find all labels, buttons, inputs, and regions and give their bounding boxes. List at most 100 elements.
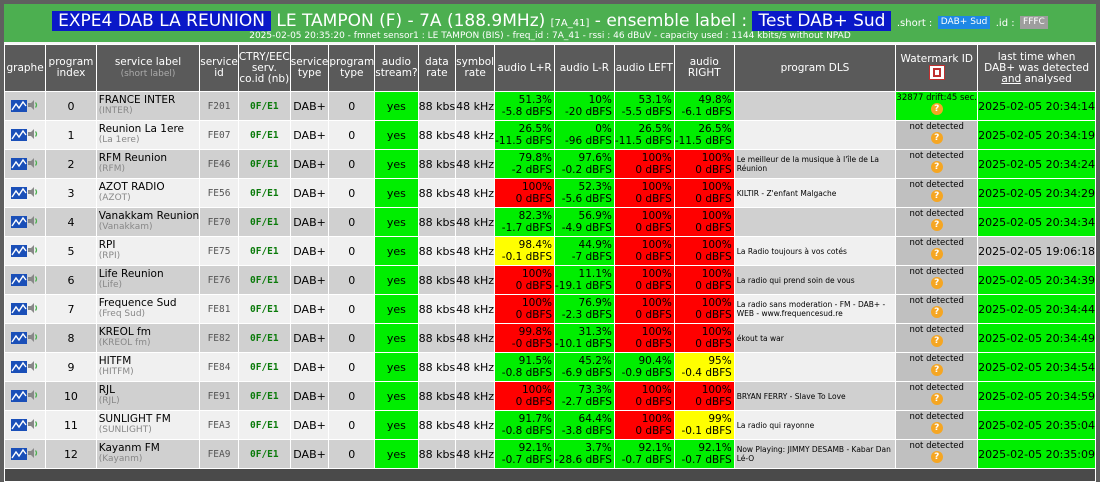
speaker-icon[interactable]: [27, 157, 39, 172]
speaker-icon[interactable]: [27, 128, 39, 143]
help-icon[interactable]: ?: [930, 248, 943, 260]
help-icon[interactable]: ?: [930, 132, 943, 144]
graph-chart-icon[interactable]: [11, 419, 28, 431]
ctry-ecc-cell: 0F/E1: [237, 149, 291, 179]
audio-right: 100% 0 dBFS: [673, 207, 735, 237]
help-icon[interactable]: ?: [930, 190, 943, 202]
service-id: FE75: [199, 236, 239, 266]
ctry-code: 0F: [249, 361, 262, 373]
help-icon[interactable]: ?: [930, 161, 943, 173]
audio-lr-sum-pct: 51.3%: [518, 94, 552, 106]
program-index: 8: [45, 323, 97, 353]
audio-lr-sum-dbfs: -11.5 dBFS: [495, 135, 552, 147]
program-dls: La radio qui rayonne: [733, 410, 897, 440]
watermark-status: not detected: [909, 151, 964, 161]
help-icon[interactable]: ?: [930, 103, 943, 115]
audio-left-pct: 92.1%: [638, 442, 672, 454]
audio-right-dbfs: 0 dBFS: [695, 309, 732, 321]
table-body: 0 FRANCE INTER (INTER) F201 0F/E1 DAB+ 0 yes 88 …: [3, 91, 1096, 469]
speaker-icon[interactable]: [27, 418, 39, 433]
speaker-icon[interactable]: [27, 302, 39, 317]
graph-chart-icon[interactable]: [11, 187, 28, 199]
audio-right: 100% 0 dBFS: [673, 381, 735, 411]
audio-left: 100% 0 dBFS: [613, 323, 675, 353]
help-icon[interactable]: ?: [930, 393, 943, 405]
symbol-rate: 48 kHz: [455, 439, 496, 469]
service-id: FE70: [199, 207, 239, 237]
ecc-code: E1: [267, 216, 279, 228]
graph-chart-icon[interactable]: [11, 303, 28, 315]
watermark-cell: not detected?: [895, 294, 979, 324]
service-id: FE56: [199, 178, 239, 208]
graph-chart-icon[interactable]: [11, 390, 28, 402]
graph-chart-icon[interactable]: [11, 129, 28, 141]
graph-chart-icon[interactable]: [11, 274, 28, 286]
graph-chart-icon[interactable]: [11, 245, 28, 257]
last-detected-time: 2025-02-05 20:34:34: [977, 207, 1096, 237]
speaker-icon[interactable]: [27, 360, 39, 375]
graph-chart-icon[interactable]: [11, 332, 28, 344]
short-label: (SUNLIGHT): [98, 425, 152, 435]
col-short-label-text: (short label): [120, 68, 176, 79]
graph-chart-icon[interactable]: [11, 100, 28, 112]
watermark-cell: not detected?: [895, 381, 979, 411]
speaker-icon[interactable]: [27, 244, 39, 259]
col-data-rate: data rate: [417, 44, 457, 92]
col-symbol-rate: symbol rate: [455, 44, 496, 92]
graph-chart-icon[interactable]: [11, 361, 28, 373]
speaker-icon[interactable]: [27, 215, 39, 230]
last-detected-time: 2025-02-05 20:34:29: [977, 178, 1096, 208]
short-label: (RJL): [98, 396, 120, 406]
audio-lr-sum-pct: 82.3%: [518, 210, 552, 222]
program-index: 0: [45, 91, 97, 121]
help-icon[interactable]: ?: [930, 335, 943, 347]
audio-left-pct: 53.1%: [638, 94, 672, 106]
program-index: 3: [45, 178, 97, 208]
graphe-cell: [3, 178, 47, 208]
service-id: FE07: [199, 120, 239, 150]
audio-stream-status: yes: [374, 207, 419, 237]
audio-left-dbfs: 0 dBFS: [635, 251, 672, 263]
help-icon[interactable]: ?: [930, 364, 943, 376]
help-icon[interactable]: ?: [930, 219, 943, 231]
ctry-ecc-cell: 0F/E1: [237, 236, 291, 266]
audio-left-dbfs: 0 dBFS: [635, 164, 672, 176]
help-icon[interactable]: ?: [930, 422, 943, 434]
last-detected-time: 2025-02-05 20:35:04: [977, 410, 1096, 440]
speaker-icon[interactable]: [27, 331, 39, 346]
ctry-code: 0F: [249, 245, 262, 257]
audio-right: 49.8% -6.1 dBFS: [673, 91, 735, 121]
speaker-icon[interactable]: [27, 99, 39, 114]
graph-chart-icon[interactable]: [11, 158, 28, 170]
graph-chart-icon[interactable]: [11, 448, 28, 460]
service-label: AZOT RADIO: [98, 181, 165, 193]
graph-chart-icon[interactable]: [11, 216, 28, 228]
program-dls: La radio sans moderation - FM - DAB+ - W…: [733, 294, 897, 324]
audio-right-pct: 95%: [708, 355, 732, 367]
audio-lr-diff-pct: 0%: [595, 123, 612, 135]
data-rate: 88 kbs: [417, 91, 457, 121]
symbol-rate: 48 kHz: [455, 149, 496, 179]
watermark-status: 32877 drift:45 sec.: [896, 93, 977, 103]
audio-lr-sum-dbfs: -5.8 dBFS: [501, 106, 552, 118]
program-dls: [733, 352, 897, 382]
location-frequency: LE TAMPON (F) - 7A (188.9MHz): [276, 11, 546, 31]
speaker-icon[interactable]: [27, 447, 39, 462]
audio-stream-status: yes: [374, 323, 419, 353]
speaker-icon[interactable]: [27, 273, 39, 288]
help-icon[interactable]: ?: [930, 451, 943, 463]
audio-right-dbfs: 0 dBFS: [695, 338, 732, 350]
audio-lr-sum-dbfs: -0.7 dBFS: [501, 454, 552, 466]
audio-lr-sum-dbfs: 0 dBFS: [515, 193, 552, 205]
id-text: .id :: [995, 18, 1015, 29]
audio-right-dbfs: -0.1 dBFS: [681, 425, 732, 437]
speaker-icon[interactable]: [27, 186, 39, 201]
help-icon[interactable]: ?: [930, 306, 943, 318]
service-id: FE46: [199, 149, 239, 179]
speaker-icon[interactable]: [27, 389, 39, 404]
graphe-cell: [3, 439, 47, 469]
last-detected-time: 2025-02-05 20:34:19: [977, 120, 1096, 150]
help-icon[interactable]: ?: [930, 277, 943, 289]
audio-lr-sum-pct: 91.5%: [518, 355, 552, 367]
watermark-status: not detected: [909, 412, 964, 422]
